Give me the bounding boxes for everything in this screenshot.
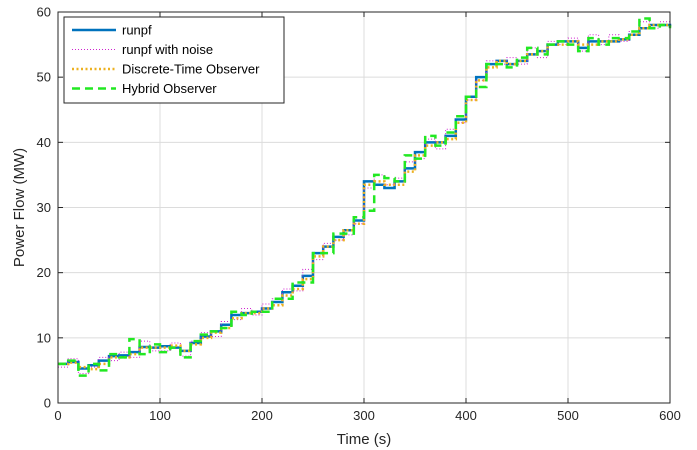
- plot-area: [58, 17, 672, 377]
- y-tick-label: 50: [37, 70, 51, 85]
- series-line-4: [58, 17, 672, 377]
- x-axis-label: Time (s): [337, 431, 391, 448]
- y-tick-label: 20: [37, 265, 51, 280]
- x-tick-label: 200: [251, 408, 273, 423]
- x-tick-label: 100: [149, 408, 171, 423]
- y-tick-label: 30: [37, 200, 51, 215]
- legend: runpf runpf with noise Discrete-Time Obser…: [63, 16, 285, 104]
- y-axis-label: Power Flow (MW): [11, 148, 28, 267]
- y-tick-label: 0: [44, 396, 51, 411]
- x-tick-label: 600: [659, 408, 681, 423]
- y-tick-label: 60: [37, 5, 51, 20]
- x-tick-label: 500: [557, 408, 579, 423]
- x-tick-label: 400: [455, 408, 477, 423]
- series-line-3: [58, 23, 672, 371]
- y-tick-label: 10: [37, 330, 51, 345]
- legend-label: Discrete-Time Observer: [122, 62, 260, 77]
- x-tick-label: 300: [353, 408, 375, 423]
- y-tick-label: 40: [37, 135, 51, 150]
- axis-ticks: 0 100 200 300 400 500 600 0 10 20 30 40 50 60: [37, 5, 681, 424]
- legend-label: runpf with noise: [122, 42, 213, 57]
- legend-label: runpf: [122, 23, 152, 38]
- x-tick-label: 0: [54, 408, 61, 423]
- legend-label: Hybrid Observer: [122, 81, 217, 96]
